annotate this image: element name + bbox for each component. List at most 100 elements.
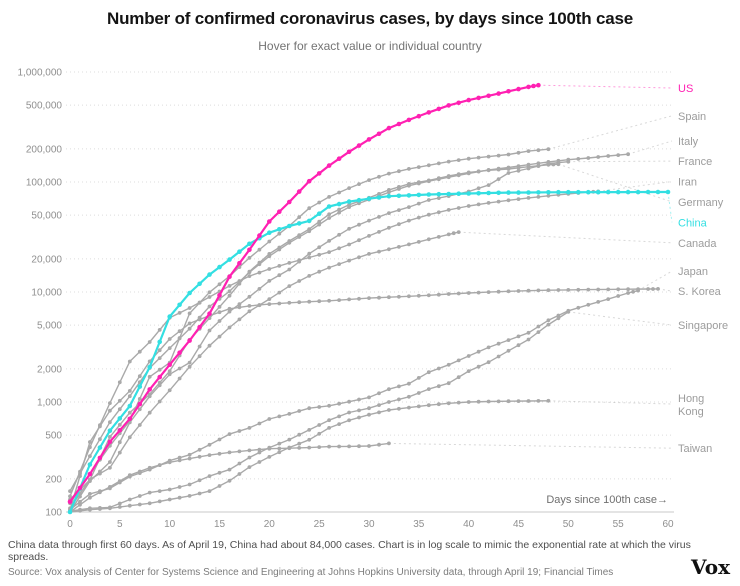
data-point[interactable] [227,306,232,311]
data-point[interactable] [407,242,411,247]
data-point[interactable] [68,494,72,499]
data-point[interactable] [407,167,411,171]
data-point[interactable] [486,183,491,188]
data-point[interactable] [187,311,192,316]
data-point[interactable] [306,218,312,224]
data-point[interactable] [496,289,501,294]
data-point[interactable] [396,121,402,127]
data-point[interactable] [626,287,630,292]
data-point[interactable] [486,201,491,205]
data-point[interactable] [207,272,212,277]
data-point[interactable] [486,93,491,99]
data-point[interactable] [436,176,441,181]
series-path[interactable] [69,163,560,501]
data-point[interactable] [436,235,441,239]
series-us[interactable]: US [67,82,694,505]
data-point[interactable] [516,150,521,155]
data-point[interactable] [108,420,112,425]
data-point[interactable] [526,164,531,169]
data-point[interactable] [207,311,212,317]
data-point[interactable] [426,110,432,115]
data-point[interactable] [117,440,122,445]
data-point[interactable] [665,189,671,195]
data-point[interactable] [656,287,660,291]
data-point[interactable] [297,409,302,413]
data-point[interactable] [426,387,431,391]
data-point[interactable] [157,499,162,504]
data-point[interactable] [127,403,133,409]
data-point[interactable] [277,227,282,232]
country-label-italy[interactable]: Italy [678,136,699,148]
data-point[interactable] [631,289,635,294]
data-point[interactable] [207,474,212,478]
data-point[interactable] [267,219,272,224]
data-point[interactable] [327,418,331,423]
data-point[interactable] [546,318,551,323]
data-point[interactable] [407,405,411,410]
data-point[interactable] [237,302,242,307]
data-point[interactable] [207,328,212,333]
data-point[interactable] [147,410,152,415]
data-point[interactable] [397,294,401,299]
data-point[interactable] [645,189,651,195]
data-point[interactable] [337,414,341,419]
data-point[interactable] [267,455,272,459]
data-point[interactable] [377,442,381,447]
data-point[interactable] [187,456,192,461]
data-point[interactable] [387,188,391,192]
data-point[interactable] [476,349,481,354]
data-point[interactable] [397,169,401,174]
data-point[interactable] [257,460,262,464]
data-point[interactable] [247,247,252,253]
data-point[interactable] [307,428,312,432]
data-point[interactable] [426,370,431,375]
data-point[interactable] [416,113,422,119]
data-point[interactable] [117,422,122,427]
data-point[interactable] [207,489,212,493]
data-point[interactable] [466,97,472,103]
data-point[interactable] [496,199,501,204]
data-point[interactable] [536,195,541,199]
data-point[interactable] [177,458,182,463]
data-point[interactable] [187,306,192,310]
data-point[interactable] [347,242,351,247]
data-point[interactable] [127,473,132,478]
data-point[interactable] [526,399,531,403]
data-point[interactable] [516,190,521,195]
data-point[interactable] [317,423,322,427]
data-point[interactable] [167,497,172,502]
data-point[interactable] [576,189,581,195]
data-point[interactable] [556,313,561,318]
data-point[interactable] [88,495,92,500]
data-point[interactable] [217,484,222,488]
data-point[interactable] [267,267,272,271]
data-point[interactable] [397,397,401,402]
data-point[interactable] [436,402,441,407]
data-point[interactable] [117,398,122,403]
data-point[interactable] [516,168,521,173]
data-point[interactable] [586,189,591,195]
data-point[interactable] [615,189,621,195]
data-point[interactable] [426,237,431,242]
data-point[interactable] [117,416,123,421]
data-point[interactable] [127,394,132,399]
data-point[interactable] [137,423,142,427]
data-point[interactable] [297,279,302,283]
data-point[interactable] [416,293,421,298]
data-point[interactable] [387,295,391,300]
data-point[interactable] [476,169,481,174]
data-point[interactable] [526,330,531,335]
data-point[interactable] [446,232,451,237]
data-point[interactable] [127,410,132,415]
data-point[interactable] [625,189,631,195]
data-point[interactable] [526,337,531,342]
data-point[interactable] [137,494,142,498]
data-point[interactable] [466,291,471,295]
data-point[interactable] [377,391,381,396]
data-point[interactable] [456,100,462,106]
data-point[interactable] [386,125,392,131]
data-point[interactable] [347,418,351,423]
data-point[interactable] [337,210,341,215]
data-point[interactable] [346,149,352,155]
data-point[interactable] [217,310,222,315]
